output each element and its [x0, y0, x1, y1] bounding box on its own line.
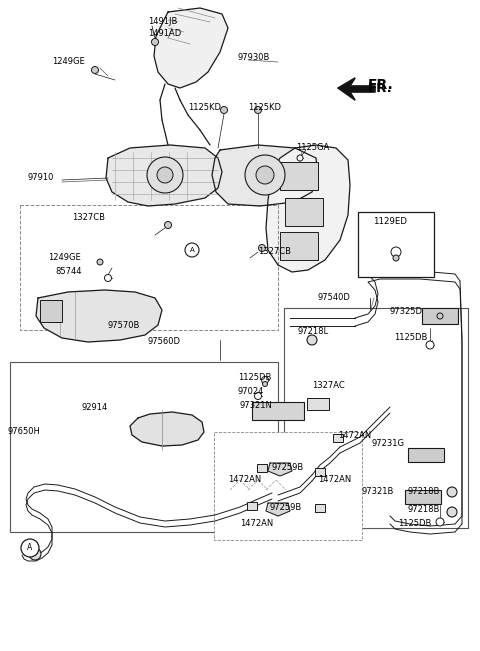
Polygon shape [266, 503, 290, 516]
Circle shape [97, 259, 103, 265]
Bar [20, 205, 278, 330]
Polygon shape [130, 412, 204, 446]
Circle shape [426, 341, 434, 349]
Circle shape [437, 313, 443, 319]
Circle shape [259, 245, 265, 251]
Text: 97910: 97910 [28, 174, 54, 182]
Text: 1249GE: 1249GE [48, 253, 81, 262]
Text: 97218B: 97218B [408, 488, 440, 497]
Bar [40, 300, 62, 322]
Text: 1327AC: 1327AC [312, 381, 345, 391]
Bar [408, 448, 444, 462]
Polygon shape [212, 145, 318, 206]
Bar [333, 434, 343, 442]
Text: 1491JB: 1491JB [148, 18, 178, 27]
Bar [280, 232, 318, 260]
Text: 1249GE: 1249GE [52, 57, 85, 66]
Polygon shape [266, 145, 350, 272]
Bar [257, 464, 267, 472]
Circle shape [391, 247, 401, 257]
Circle shape [297, 155, 303, 161]
Text: 1129ED: 1129ED [373, 217, 407, 227]
Text: 1125DB: 1125DB [398, 519, 432, 529]
Polygon shape [338, 78, 375, 100]
Text: 1327CB: 1327CB [72, 214, 105, 223]
Text: 97024: 97024 [238, 387, 264, 396]
Bar [285, 198, 323, 226]
Bar [358, 212, 434, 277]
Text: 1125GA: 1125GA [296, 143, 329, 152]
Text: A: A [190, 247, 194, 253]
Circle shape [307, 335, 317, 345]
Text: 97930B: 97930B [238, 53, 270, 62]
Text: 85744: 85744 [55, 268, 82, 277]
Text: 97231G: 97231G [372, 439, 405, 449]
Text: 1125DB: 1125DB [238, 374, 271, 383]
Circle shape [220, 107, 228, 113]
Text: 97325D: 97325D [390, 307, 423, 316]
Text: 97259B: 97259B [272, 464, 304, 473]
Bar [405, 490, 441, 504]
Text: 97259B: 97259B [270, 503, 302, 512]
Circle shape [152, 38, 158, 46]
Text: 1327CB: 1327CB [258, 247, 291, 256]
Circle shape [254, 107, 262, 113]
Text: 92914: 92914 [82, 404, 108, 413]
Text: 1125KD: 1125KD [248, 104, 281, 113]
Circle shape [245, 155, 285, 195]
Text: 1472AN: 1472AN [318, 475, 351, 484]
Circle shape [263, 381, 267, 387]
Bar [10, 362, 278, 532]
Text: 1472AN: 1472AN [228, 475, 261, 484]
Polygon shape [154, 8, 228, 88]
Text: 97650H: 97650H [8, 428, 41, 437]
Bar [422, 308, 458, 324]
Circle shape [436, 518, 444, 526]
Text: FR.: FR. [368, 78, 394, 92]
Circle shape [393, 255, 399, 261]
Text: 97560D: 97560D [148, 337, 181, 346]
Circle shape [254, 393, 262, 400]
Circle shape [256, 166, 274, 184]
Text: 97570B: 97570B [108, 322, 140, 331]
Text: 1472AN: 1472AN [240, 519, 273, 529]
Circle shape [447, 487, 457, 497]
Text: 97321N: 97321N [240, 402, 273, 411]
Circle shape [185, 243, 199, 257]
Polygon shape [36, 290, 162, 342]
Text: 97218B: 97218B [408, 505, 440, 514]
Bar [214, 432, 362, 540]
Text: 97321B: 97321B [362, 488, 395, 497]
Circle shape [92, 66, 98, 74]
Circle shape [105, 275, 111, 281]
Text: 97218L: 97218L [298, 327, 329, 337]
Bar [280, 162, 318, 190]
Text: 1472AN: 1472AN [338, 432, 371, 441]
Polygon shape [268, 463, 292, 476]
Text: 1125DB: 1125DB [394, 333, 427, 342]
Text: 1491AD: 1491AD [148, 29, 181, 38]
Text: 97540D: 97540D [318, 294, 351, 303]
Bar [315, 504, 325, 512]
Polygon shape [106, 145, 222, 206]
Circle shape [447, 507, 457, 517]
Circle shape [165, 221, 171, 229]
Text: 1125KD: 1125KD [188, 104, 221, 113]
Bar [247, 502, 257, 510]
Text: FR.: FR. [368, 81, 393, 94]
Circle shape [147, 157, 183, 193]
Text: A: A [27, 544, 33, 553]
Bar [284, 308, 468, 528]
Circle shape [262, 376, 268, 383]
Circle shape [21, 539, 39, 557]
Bar [315, 468, 325, 476]
Bar [307, 398, 329, 410]
Circle shape [157, 167, 173, 183]
Bar [252, 402, 304, 420]
Circle shape [29, 548, 41, 560]
